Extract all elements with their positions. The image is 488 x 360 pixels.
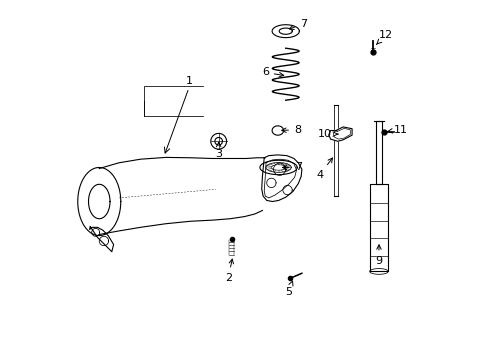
Text: 10: 10 bbox=[318, 129, 337, 139]
Text: 4: 4 bbox=[316, 158, 332, 180]
Text: 11: 11 bbox=[387, 125, 407, 135]
Text: 3: 3 bbox=[215, 142, 222, 159]
Text: 8: 8 bbox=[281, 125, 301, 135]
Text: 5: 5 bbox=[284, 281, 292, 297]
Text: 9: 9 bbox=[375, 245, 382, 266]
Text: 7: 7 bbox=[289, 19, 306, 30]
Text: 7: 7 bbox=[282, 162, 301, 172]
Polygon shape bbox=[328, 127, 351, 141]
Text: 6: 6 bbox=[261, 67, 283, 77]
Text: 2: 2 bbox=[224, 259, 233, 283]
Text: 12: 12 bbox=[376, 30, 392, 45]
Text: 1: 1 bbox=[185, 76, 192, 86]
